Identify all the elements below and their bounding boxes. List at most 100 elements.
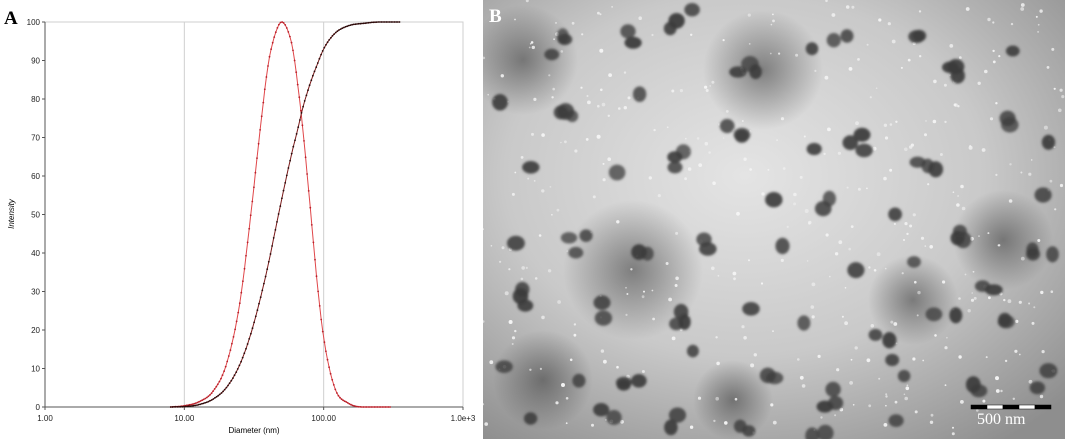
- nanoparticle: [965, 376, 981, 393]
- bright-dot: [988, 296, 991, 300]
- cumulative-series-point: [199, 403, 202, 406]
- bright-dot: [607, 157, 611, 161]
- bright-dot: [893, 222, 896, 225]
- nanoparticle: [719, 118, 735, 134]
- cumulative-series-point: [194, 404, 197, 407]
- cumulative-series-point: [284, 182, 287, 184]
- bright-dot: [1037, 23, 1040, 26]
- bright-dot: [1028, 172, 1032, 176]
- y-tick-label: 50: [31, 211, 40, 220]
- bright-dot: [927, 183, 930, 186]
- distribution-series-point: [346, 402, 349, 404]
- x-tick-label: 10.00: [174, 414, 195, 423]
- axes-layer: 0 10 20 30 40 50 60 70 80 90 100 1.00 10.00 100.00 1.0…: [27, 18, 476, 423]
- distribution-series-point: [256, 157, 258, 160]
- bright-dot: [641, 370, 645, 373]
- bright-dot: [753, 353, 757, 357]
- bright-dot: [1059, 88, 1063, 92]
- cumulative-series-point: [294, 139, 296, 142]
- bright-dot: [952, 191, 955, 193]
- distribution-series-point: [345, 401, 348, 403]
- distribution-series-point: [372, 406, 374, 408]
- bright-dot: [574, 149, 578, 153]
- cumulative-series-point: [174, 406, 177, 408]
- distribution-series-point: [357, 405, 360, 408]
- cumulative-series-point: [344, 25, 347, 28]
- x-tick-label: 100.00: [311, 414, 336, 423]
- distribution-series-point: [332, 384, 335, 386]
- cumulative-series-point: [187, 405, 190, 408]
- distribution-series-point: [381, 406, 384, 408]
- bright-dot: [887, 22, 891, 26]
- distribution-series-point: [240, 291, 243, 294]
- nanoparticle: [806, 142, 822, 156]
- bright-dot: [823, 152, 826, 156]
- distribution-series-point: [199, 400, 202, 402]
- bright-dot: [599, 13, 602, 16]
- nanoparticle: [907, 256, 921, 268]
- distribution-series-point: [318, 305, 321, 307]
- distribution-series-point: [337, 394, 340, 397]
- cumulative-series-point: [259, 296, 262, 298]
- bright-dot: [599, 48, 604, 53]
- y-tick-label: 60: [31, 172, 40, 181]
- distribution-series-point: [312, 241, 315, 244]
- cumulative-series-point: [312, 74, 314, 77]
- cumulative-series-point: [272, 237, 275, 239]
- bright-dot: [651, 289, 654, 292]
- bright-dot: [793, 192, 797, 197]
- bright-dot: [995, 102, 998, 105]
- bright-dot: [1037, 239, 1041, 242]
- distribution-series-point: [326, 358, 329, 361]
- distribution-series-point: [356, 405, 359, 408]
- bright-dot: [844, 287, 847, 289]
- bright-dot: [997, 244, 1000, 247]
- bright-dot: [850, 225, 854, 229]
- bright-dot: [704, 141, 709, 146]
- cumulative-series-point: [289, 159, 291, 162]
- bright-dot: [749, 168, 752, 171]
- bright-dot: [810, 305, 815, 309]
- bright-dot: [715, 336, 718, 339]
- distribution-series-point: [314, 258, 316, 261]
- bright-dot: [1012, 397, 1015, 400]
- nanoparticle: [616, 379, 631, 391]
- bright-dot: [838, 240, 843, 245]
- distribution-series-point: [195, 402, 197, 404]
- bright-dot: [1020, 256, 1025, 261]
- bright-dot: [804, 209, 809, 213]
- bright-dot: [1040, 290, 1044, 295]
- bright-dot: [1061, 95, 1065, 99]
- distribution-series-point: [221, 374, 224, 376]
- bright-dot: [848, 247, 851, 251]
- bright-dot: [698, 163, 703, 168]
- cumulative-series-point: [318, 57, 321, 60]
- bright-dot: [704, 85, 708, 89]
- bright-dot: [528, 46, 531, 49]
- distribution-series-point: [293, 59, 296, 62]
- distribution-series-point: [378, 406, 381, 408]
- bright-dot: [1003, 298, 1006, 302]
- distribution-series-line: [170, 21, 391, 408]
- nanoparticle: [641, 246, 654, 261]
- bright-dot: [539, 367, 542, 370]
- bright-dot: [501, 246, 505, 250]
- nanoparticle: [664, 419, 678, 436]
- nanoparticle: [805, 427, 819, 439]
- cumulative-series-point: [364, 22, 367, 25]
- distribution-series-point: [306, 173, 308, 175]
- cumulative-series-point: [202, 402, 205, 405]
- bright-dot: [1028, 379, 1033, 384]
- bright-dot: [890, 320, 894, 324]
- bright-dot: [844, 321, 848, 326]
- distribution-series-point: [292, 49, 294, 52]
- nanoparticle: [912, 29, 927, 42]
- bright-dot: [734, 397, 738, 401]
- bright-dot: [857, 58, 860, 61]
- nanoparticle: [620, 24, 636, 39]
- bright-dot: [952, 426, 954, 429]
- distribution-series-point: [323, 341, 326, 343]
- cumulative-series-point: [357, 22, 360, 25]
- bright-dot: [736, 211, 740, 216]
- cumulative-series-point: [375, 21, 378, 23]
